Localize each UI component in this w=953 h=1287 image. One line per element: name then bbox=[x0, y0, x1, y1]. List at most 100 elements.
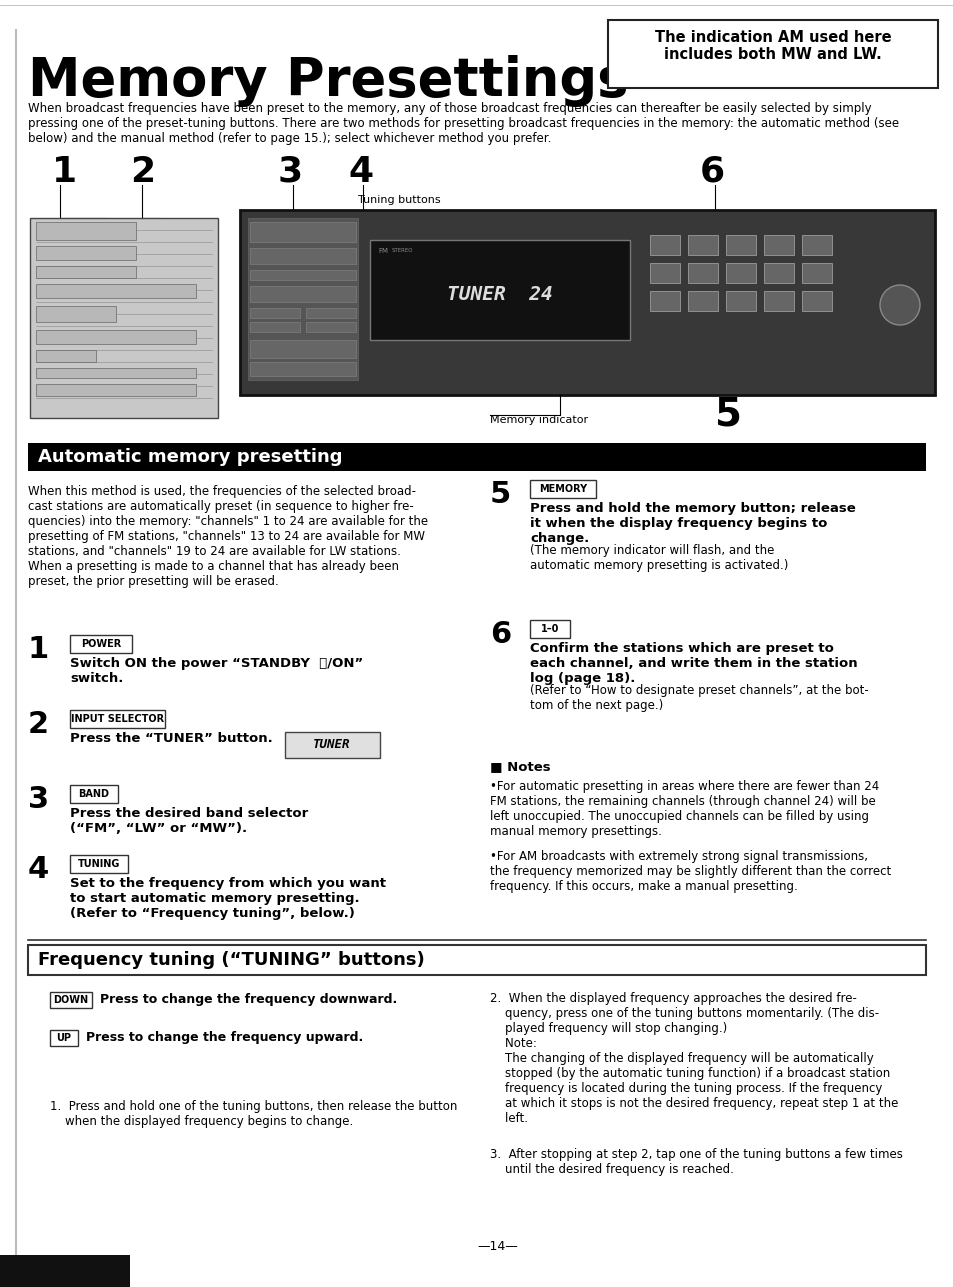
Text: Memory indicator: Memory indicator bbox=[490, 414, 587, 425]
Bar bbox=[530, 620, 569, 638]
Bar bbox=[28, 945, 925, 976]
Bar bbox=[70, 710, 165, 728]
Text: (Refer to “How to designate preset channels”, at the bot-
tom of the next page.): (Refer to “How to designate preset chann… bbox=[530, 683, 868, 712]
Text: Confirm the stations which are preset to
each channel, and write them in the sta: Confirm the stations which are preset to… bbox=[530, 642, 857, 685]
Bar bbox=[530, 480, 596, 498]
Bar bbox=[250, 308, 299, 318]
Bar bbox=[250, 248, 355, 264]
Text: 4: 4 bbox=[28, 855, 50, 884]
Text: TUNER: TUNER bbox=[313, 739, 351, 752]
Bar bbox=[28, 443, 925, 471]
Bar bbox=[36, 284, 195, 299]
Bar bbox=[250, 286, 355, 302]
Bar bbox=[36, 350, 96, 362]
Bar bbox=[801, 236, 831, 255]
Bar bbox=[801, 263, 831, 283]
Bar bbox=[649, 263, 679, 283]
Bar bbox=[36, 266, 136, 278]
Bar bbox=[687, 291, 718, 311]
Text: MEMORY: MEMORY bbox=[538, 484, 586, 494]
Bar bbox=[240, 210, 934, 395]
Bar bbox=[30, 218, 218, 418]
Bar bbox=[285, 732, 379, 758]
Bar bbox=[36, 368, 195, 378]
Circle shape bbox=[879, 284, 919, 326]
Bar bbox=[725, 263, 755, 283]
Text: TUNING: TUNING bbox=[78, 858, 120, 869]
Text: •For AM broadcasts with extremely strong signal transmissions,
the frequency mem: •For AM broadcasts with extremely strong… bbox=[490, 849, 890, 893]
Text: 5: 5 bbox=[714, 395, 741, 432]
Bar bbox=[70, 855, 128, 873]
Text: Frequency tuning (“TUNING” buttons): Frequency tuning (“TUNING” buttons) bbox=[38, 951, 424, 969]
Text: 3: 3 bbox=[277, 154, 303, 189]
Text: The indication AM used here
includes both MW and LW.: The indication AM used here includes bot… bbox=[654, 30, 890, 62]
Text: When this method is used, the frequencies of the selected broad-
cast stations a: When this method is used, the frequencie… bbox=[28, 485, 428, 588]
Bar bbox=[725, 291, 755, 311]
Bar bbox=[250, 221, 355, 242]
Text: 3.  After stopping at step 2, tap one of the tuning buttons a few times
    unti: 3. After stopping at step 2, tap one of … bbox=[490, 1148, 902, 1176]
Bar bbox=[50, 1030, 78, 1046]
Bar bbox=[50, 992, 91, 1008]
Text: TUNER  24: TUNER 24 bbox=[447, 286, 553, 305]
Text: POWER: POWER bbox=[81, 640, 121, 649]
Text: Press to change the frequency upward.: Press to change the frequency upward. bbox=[86, 1031, 363, 1045]
Text: Set to the frequency from which you want
to start automatic memory presetting.
(: Set to the frequency from which you want… bbox=[70, 876, 386, 920]
Bar bbox=[649, 236, 679, 255]
Text: Tuning buttons: Tuning buttons bbox=[357, 196, 440, 205]
Bar bbox=[36, 221, 136, 239]
Text: —14—: —14— bbox=[476, 1239, 517, 1254]
Text: DOWN: DOWN bbox=[53, 995, 89, 1005]
Text: 6: 6 bbox=[700, 154, 724, 189]
Bar bbox=[36, 329, 195, 344]
Bar bbox=[763, 236, 793, 255]
Bar bbox=[649, 291, 679, 311]
Text: 1.  Press and hold one of the tuning buttons, then release the button
    when t: 1. Press and hold one of the tuning butt… bbox=[50, 1100, 456, 1127]
Bar bbox=[763, 291, 793, 311]
Text: 1: 1 bbox=[28, 634, 50, 664]
Text: 4: 4 bbox=[348, 154, 373, 189]
Bar bbox=[801, 291, 831, 311]
Text: ■ Notes: ■ Notes bbox=[490, 761, 550, 773]
Bar bbox=[306, 322, 355, 332]
Text: 3: 3 bbox=[28, 785, 49, 813]
Bar bbox=[36, 384, 195, 396]
Bar bbox=[250, 270, 355, 281]
Text: Switch ON the power “STANDBY  ⓘ/ON”
switch.: Switch ON the power “STANDBY ⓘ/ON” switc… bbox=[70, 656, 363, 685]
Text: (The memory indicator will flash, and the
automatic memory presetting is activat: (The memory indicator will flash, and th… bbox=[530, 544, 787, 571]
Text: STEREO: STEREO bbox=[392, 248, 413, 254]
Text: 2: 2 bbox=[28, 710, 49, 739]
Text: Press to change the frequency downward.: Press to change the frequency downward. bbox=[100, 994, 396, 1006]
Bar bbox=[36, 306, 116, 322]
Text: Press the desired band selector
(“FM”, “LW” or “MW”).: Press the desired band selector (“FM”, “… bbox=[70, 807, 308, 835]
Bar bbox=[763, 263, 793, 283]
Text: Press the “TUNER” button.: Press the “TUNER” button. bbox=[70, 732, 273, 745]
Bar bbox=[370, 239, 629, 340]
Text: UP: UP bbox=[56, 1033, 71, 1042]
Bar bbox=[70, 785, 118, 803]
Text: Automatic memory presetting: Automatic memory presetting bbox=[38, 448, 342, 466]
Text: •For automatic presetting in areas where there are fewer than 24
FM stations, th: •For automatic presetting in areas where… bbox=[490, 780, 879, 838]
Text: 5: 5 bbox=[490, 480, 511, 508]
Bar bbox=[36, 246, 136, 260]
Bar bbox=[306, 308, 355, 318]
Bar bbox=[607, 21, 937, 88]
Text: 2: 2 bbox=[130, 154, 155, 189]
Bar bbox=[250, 322, 299, 332]
Bar bbox=[687, 263, 718, 283]
Text: Press and hold the memory button; release
it when the display frequency begins t: Press and hold the memory button; releas… bbox=[530, 502, 855, 544]
Bar bbox=[250, 340, 355, 358]
Text: 6: 6 bbox=[490, 620, 511, 649]
Bar bbox=[248, 218, 357, 380]
Bar bbox=[725, 236, 755, 255]
Text: INPUT SELECTOR: INPUT SELECTOR bbox=[71, 714, 164, 725]
Text: Memory Presettings: Memory Presettings bbox=[28, 55, 628, 107]
Bar bbox=[70, 634, 132, 653]
Text: When broadcast frequencies have been preset to the memory, any of those broadcas: When broadcast frequencies have been pre… bbox=[28, 102, 898, 145]
Bar bbox=[687, 236, 718, 255]
Bar bbox=[0, 1255, 130, 1287]
Text: BAND: BAND bbox=[78, 789, 110, 799]
Text: 1–0: 1–0 bbox=[540, 624, 558, 634]
Text: 2.  When the displayed frequency approaches the desired fre-
    quency, press o: 2. When the displayed frequency approach… bbox=[490, 992, 898, 1125]
Bar bbox=[250, 362, 355, 376]
Text: FM: FM bbox=[377, 248, 388, 254]
